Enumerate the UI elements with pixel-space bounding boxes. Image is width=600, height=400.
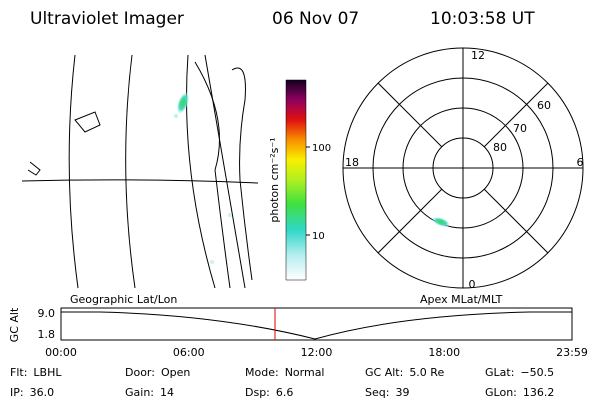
lat-label: 60 bbox=[537, 99, 551, 112]
info-value: Open bbox=[161, 366, 190, 379]
info-value: −50.5 bbox=[520, 366, 554, 379]
info-value: LBHL bbox=[33, 366, 62, 379]
info-value: Normal bbox=[285, 366, 325, 379]
y-axis-label: GC Alt bbox=[8, 307, 21, 342]
info-label: Door: bbox=[125, 366, 155, 379]
info-value: 6.6 bbox=[276, 386, 294, 399]
altitude-plot: GC Alt 9.0 1.8 bbox=[8, 307, 573, 342]
mlt-label: 18 bbox=[345, 156, 359, 169]
colorbar-tick: 10 bbox=[312, 231, 325, 242]
info-label: Mode: bbox=[245, 366, 279, 379]
info-label: Seq: bbox=[365, 386, 389, 399]
info-value: 36.0 bbox=[30, 386, 55, 399]
info-label: Gain: bbox=[125, 386, 154, 399]
info-label: Dsp: bbox=[245, 386, 270, 399]
mlt-label: 6 bbox=[577, 156, 584, 169]
colorbar-tick: 100 bbox=[312, 143, 331, 154]
info-value: 5.0 Re bbox=[409, 366, 444, 379]
panel-label: Apex MLat/MLT bbox=[420, 293, 503, 306]
date: 06 Nov 07 bbox=[272, 9, 359, 29]
geo-map bbox=[21, 54, 259, 289]
colorbar-label: photon cm⁻²s⁻¹ bbox=[268, 137, 281, 222]
y-tick-label: 1.8 bbox=[38, 328, 56, 341]
x-tick-label: 06:00 bbox=[173, 346, 205, 359]
title: Ultraviolet Imager bbox=[30, 9, 184, 29]
x-tick-label: 12:00 bbox=[301, 346, 333, 359]
colorbar: 100 10 photon cm⁻²s⁻¹ bbox=[268, 79, 331, 281]
x-tick-label: 23:59 bbox=[556, 346, 588, 359]
panel-label: Geographic Lat/Lon bbox=[70, 293, 177, 306]
mlt-label: 12 bbox=[471, 49, 485, 62]
polar-plot: 12 18 6 0 60 70 80 bbox=[342, 47, 584, 291]
lat-label: 70 bbox=[513, 122, 527, 135]
time: 10:03:58 UT bbox=[430, 9, 535, 29]
info-label: Flt: bbox=[10, 366, 27, 379]
y-tick-label: 9.0 bbox=[38, 307, 56, 320]
lat-label: 80 bbox=[493, 141, 507, 154]
info-panel: Flt: LBHL Door: Open Mode: Normal GC Alt: 5.0 R… bbox=[10, 366, 554, 399]
x-tick-label: 00:00 bbox=[45, 346, 77, 359]
info-label: GLon: bbox=[485, 386, 517, 399]
mlt-label: 0 bbox=[469, 278, 476, 291]
info-label: GC Alt: bbox=[365, 366, 403, 379]
info-value: 14 bbox=[160, 386, 174, 399]
info-label: GLat: bbox=[485, 366, 514, 379]
x-tick-label: 18:00 bbox=[428, 346, 460, 359]
info-value: 136.2 bbox=[523, 386, 555, 399]
x-ticks: 00:00 06:00 12:00 18:00 23:59 bbox=[45, 346, 588, 359]
info-value: 39 bbox=[395, 386, 409, 399]
info-label: IP: bbox=[10, 386, 24, 399]
